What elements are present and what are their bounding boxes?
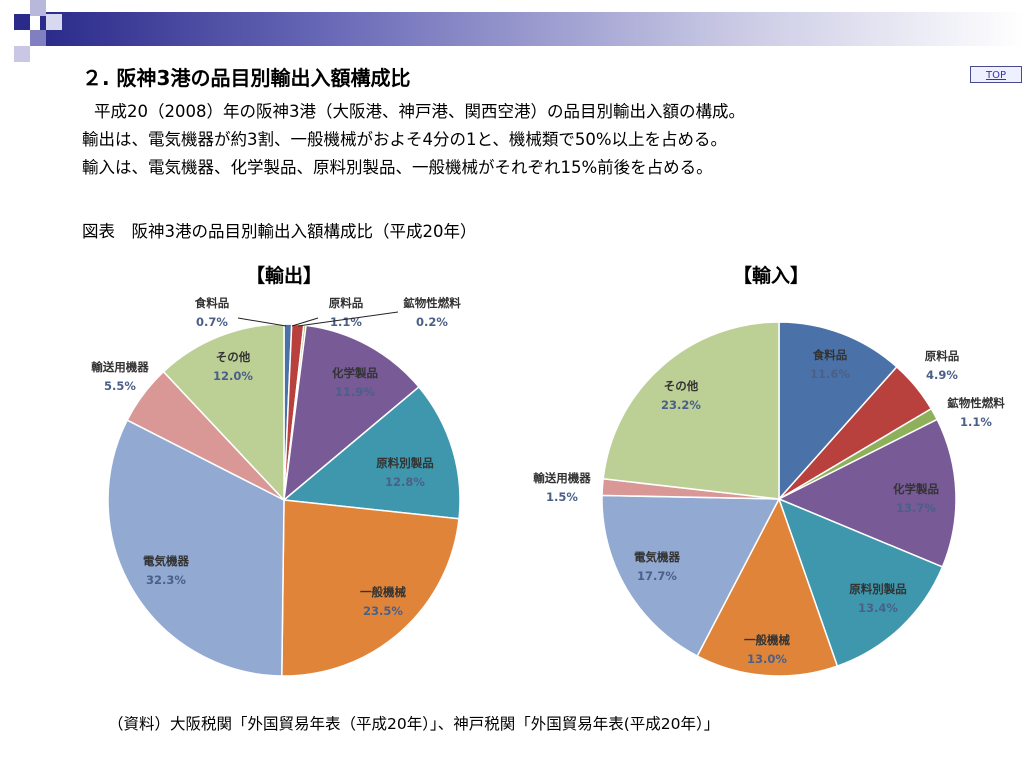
pie-slice: [283, 324, 420, 502]
slice-category-label: 電気機器: [143, 554, 189, 568]
slice-category-label: 化学製品: [893, 482, 939, 496]
leader-line: [237, 317, 287, 327]
slice-category-label: 原料別製品: [376, 456, 434, 470]
slice-category-label: 化学製品: [332, 366, 378, 380]
slice-value-label: 11.9%: [335, 385, 375, 399]
source-note: （資料）大阪税関「外国貿易年表（平成20年）」、神戸税関「外国貿易年表(平成20…: [108, 715, 720, 733]
slice-value-label: 0.7%: [196, 315, 228, 329]
slice-value-label: 32.3%: [146, 573, 186, 587]
slice-category-label: その他: [216, 350, 251, 364]
slice-category-label: 原料品: [925, 349, 960, 363]
pie-slice: [281, 499, 460, 677]
description-line: 輸出は、電気機器が約3割、一般機械がおよそ4分の1と、機械類で50%以上を占める…: [82, 130, 728, 149]
slice-category-label: 原料別製品: [849, 582, 907, 596]
slice-value-label: 23.2%: [661, 398, 701, 412]
pie-slice: [696, 497, 839, 677]
header-square-decoration: [14, 14, 30, 30]
slice-category-label: 食料品: [813, 348, 848, 362]
pie-slice: [777, 418, 957, 568]
header-square-decoration: [30, 30, 46, 46]
header-square-decoration: [14, 46, 30, 62]
leader-line: [297, 311, 399, 327]
slice-category-label: 鉱物性燃料: [947, 396, 1005, 410]
slice-value-label: 1.1%: [960, 415, 992, 429]
description-line: 輸入は、電気機器、化学製品、原料別製品、一般機械がそれぞれ15%前後を占める。: [82, 158, 713, 177]
slice-category-label: 食料品: [195, 296, 230, 310]
figure-caption: 図表 阪神3港の品目別輸出入額構成比（平成20年）: [82, 222, 477, 241]
slice-value-label: 1.1%: [330, 315, 362, 329]
top-link-button[interactable]: TOP: [970, 66, 1022, 83]
slice-value-label: 5.5%: [104, 379, 136, 393]
slice-value-label: 11.6%: [810, 367, 850, 381]
chart-title: 【輸入】: [733, 264, 809, 287]
slice-category-label: 原料品: [329, 296, 364, 310]
header-gradient-bar: [40, 12, 1024, 46]
slice-value-label: 12.8%: [385, 475, 425, 489]
slice-category-label: 鉱物性燃料: [403, 296, 461, 310]
slice-value-label: 13.4%: [858, 601, 898, 615]
slice-value-label: 0.2%: [416, 315, 448, 329]
header-square-decoration: [30, 0, 46, 16]
slice-value-label: 12.0%: [213, 369, 253, 383]
slice-value-label: 13.0%: [747, 652, 787, 666]
pie-slice: [282, 385, 461, 520]
header-square-decoration: [46, 14, 62, 30]
slice-value-label: 1.5%: [546, 490, 578, 504]
slice-category-label: 電気機器: [634, 550, 680, 564]
slice-value-label: 23.5%: [363, 604, 403, 618]
pie-slice: [602, 321, 780, 500]
leader-line: [291, 317, 319, 327]
page-title: ２. 阪神3港の品目別輸出入額構成比: [82, 66, 411, 90]
pie-slice: [601, 494, 781, 657]
description-line: 平成20（2008）年の阪神3港（大阪港、神戸港、関西空港）の品目別輸出入額の構…: [94, 102, 745, 121]
chart-title: 【輸出】: [246, 264, 322, 287]
slice-category-label: 輸送用機器: [533, 471, 591, 485]
slice-value-label: 13.7%: [896, 501, 936, 515]
pie-slice: [778, 321, 898, 501]
slice-value-label: 17.7%: [637, 569, 677, 583]
pie-slice: [777, 497, 944, 668]
slice-category-label: 一般機械: [360, 585, 406, 599]
slice-category-label: 一般機械: [744, 633, 790, 647]
pie-slice: [107, 419, 285, 677]
description: 平成20（2008）年の阪神3港（大阪港、神戸港、関西空港）の品目別輸出入額の構…: [82, 98, 745, 182]
slice-value-label: 4.9%: [926, 368, 958, 382]
slice-category-label: その他: [664, 379, 699, 393]
slice-category-label: 輸送用機器: [91, 360, 149, 374]
